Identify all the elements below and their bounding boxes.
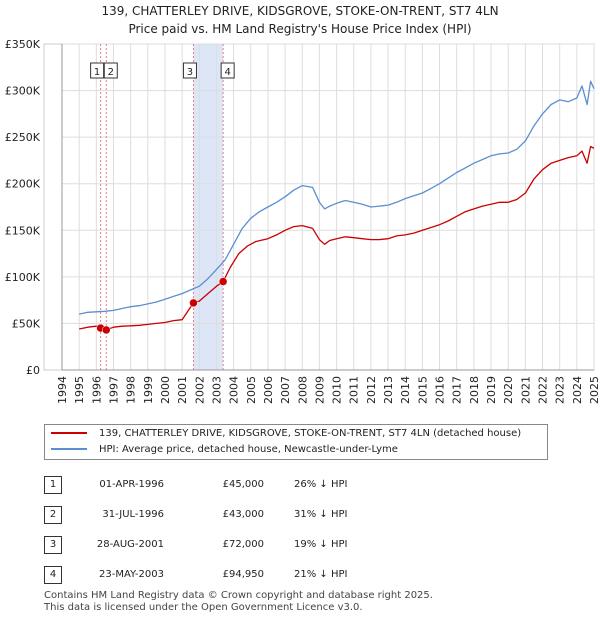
x-tick-label: 2013 (382, 376, 395, 404)
sale-marker (102, 325, 111, 335)
y-tick-label: £250K (5, 131, 41, 144)
x-tick-label: 2020 (502, 376, 515, 404)
sale-price: £45,000 (222, 479, 264, 490)
sale-marker (189, 298, 198, 308)
table-row: 1 01-APR-1996 £45,000 26% ↓ HPI (44, 476, 444, 494)
footer-copyright: Contains HM Land Registry data © Crown c… (44, 590, 433, 601)
property-price-line (79, 145, 595, 331)
sale-price: £94,950 (222, 569, 264, 580)
legend-hpi-line (51, 448, 87, 450)
sale-hpi-diff: 31% ↓ HPI (294, 509, 348, 520)
hpi-line (79, 80, 595, 315)
legend-property-label: 139, CHATTERLEY DRIVE, KIDSGROVE, STOKE-… (99, 428, 522, 439)
x-tick-label: 2004 (228, 376, 241, 404)
sale-date: 01-APR-1996 (99, 479, 164, 490)
sale-date: 23-MAY-2003 (98, 569, 164, 580)
x-tick-label: 2007 (279, 376, 292, 404)
x-tick-label: 2022 (537, 376, 550, 404)
legend-item-property: 139, CHATTERLEY DRIVE, KIDSGROVE, STOKE-… (51, 426, 521, 442)
legend-property-line (51, 432, 87, 434)
x-tick-label: 2015 (416, 376, 429, 404)
x-tick-label: 1994 (56, 376, 69, 404)
x-tick-label: 2001 (176, 376, 189, 404)
x-tick-label: 2000 (159, 376, 172, 404)
sale-number-box (182, 62, 197, 79)
y-tick-label: £200K (5, 178, 41, 191)
sale-number-badge: 2 (44, 506, 62, 524)
x-tick-label: 2003 (210, 376, 223, 404)
sale-period-shade (193, 44, 224, 370)
legend-hpi-label: HPI: Average price, detached house, Newc… (99, 444, 398, 455)
x-tick-label: 2006 (262, 376, 275, 404)
sale-number-badge: 4 (44, 566, 62, 584)
sale-price: £72,000 (222, 539, 264, 550)
x-tick-label: 1999 (142, 376, 155, 404)
x-tick-label: 2014 (399, 376, 412, 404)
legend: 139, CHATTERLEY DRIVE, KIDSGROVE, STOKE-… (44, 424, 548, 460)
sale-number-badge: 1 (44, 476, 62, 494)
sale-number-box (220, 62, 235, 79)
y-tick-label: £150K (5, 224, 41, 237)
sale-number-box (90, 62, 105, 79)
x-tick-label: 2002 (193, 376, 206, 404)
x-tick-label: 2025 (588, 376, 600, 404)
x-tick-label: 1997 (107, 376, 120, 404)
footer: Contains HM Land Registry data © Crown c… (44, 590, 433, 614)
y-tick-label: £100K (5, 271, 41, 284)
chart-subtitle: Price paid vs. HM Land Registry's House … (128, 22, 472, 36)
sale-date: 31-JUL-1996 (102, 509, 164, 520)
sale-number-label: 4 (224, 67, 230, 78)
x-tick-label: 2021 (519, 376, 532, 404)
sale-number-box (103, 62, 118, 79)
x-tick-label: 2009 (313, 376, 326, 404)
chart-title: 139, CHATTERLEY DRIVE, KIDSGROVE, STOKE-… (101, 4, 499, 18)
y-tick-label: £300K (5, 85, 41, 98)
table-row: 3 28-AUG-2001 £72,000 19% ↓ HPI (44, 536, 444, 554)
chart-title-block: 139, CHATTERLEY DRIVE, KIDSGROVE, STOKE-… (0, 2, 600, 38)
y-tick-label: £0 (26, 364, 40, 377)
x-tick-label: 2017 (451, 376, 464, 404)
table-row: 4 23-MAY-2003 £94,950 21% ↓ HPI (44, 566, 444, 584)
x-tick-label: 2019 (485, 376, 498, 404)
x-tick-label: 2011 (348, 376, 361, 404)
sale-price: £43,000 (222, 509, 264, 520)
sale-hpi-diff: 21% ↓ HPI (294, 569, 348, 580)
table-row: 2 31-JUL-1996 £43,000 31% ↓ HPI (44, 506, 444, 524)
x-tick-label: 2024 (571, 376, 584, 404)
sale-number-label: 2 (108, 67, 114, 78)
x-tick-label: 2012 (365, 376, 378, 404)
legend-item-hpi: HPI: Average price, detached house, Newc… (51, 442, 398, 458)
x-tick-label: 2008 (296, 376, 309, 404)
x-tick-label: 1996 (90, 376, 103, 404)
x-tick-label: 1995 (73, 376, 86, 404)
sale-number-badge: 3 (44, 536, 62, 554)
sale-number-label: 1 (94, 67, 100, 78)
y-tick-label: £350K (5, 38, 41, 51)
sale-hpi-diff: 19% ↓ HPI (294, 539, 348, 550)
x-tick-label: 2016 (434, 376, 447, 404)
y-tick-label: £50K (12, 317, 41, 330)
sale-number-label: 3 (187, 67, 193, 78)
sale-hpi-diff: 26% ↓ HPI (294, 479, 348, 490)
footer-licence: This data is licensed under the Open Gov… (44, 602, 363, 613)
x-tick-label: 1998 (125, 376, 138, 404)
sale-date: 28-AUG-2001 (96, 539, 164, 550)
x-tick-label: 2023 (554, 376, 567, 404)
sale-marker (218, 277, 228, 286)
x-tick-label: 2005 (245, 376, 258, 404)
x-tick-label: 2018 (468, 376, 481, 404)
x-tick-label: 2010 (331, 376, 344, 404)
